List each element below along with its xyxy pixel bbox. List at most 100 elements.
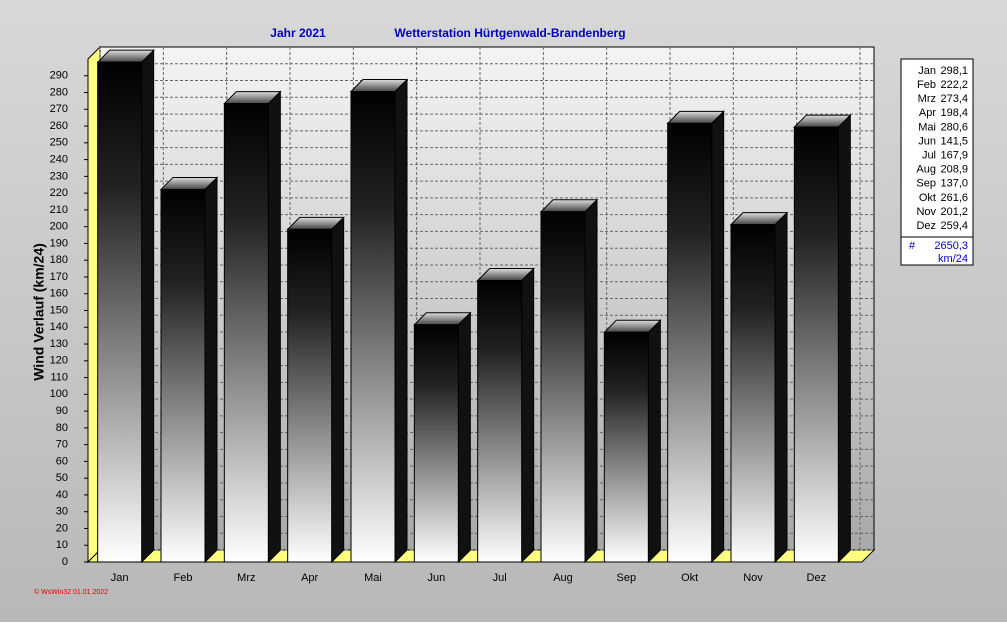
y-tick-label: 40	[56, 489, 68, 501]
plot-area	[84, 45, 876, 564]
bar-side	[647, 319, 661, 564]
bar	[667, 122, 713, 563]
y-tick-label: 80	[56, 422, 68, 434]
y-tick-label: 230	[50, 170, 68, 182]
legend-label: Nov	[916, 206, 936, 218]
y-tick-label: 20	[56, 522, 68, 534]
y-tick-label: 130	[50, 338, 68, 350]
legend-value: 222,2	[940, 79, 968, 91]
bar-side	[837, 113, 851, 564]
legend-label: Jun	[918, 135, 936, 147]
bar-side	[584, 198, 598, 564]
y-tick-label: 60	[56, 455, 68, 467]
total-value: 2650,3	[934, 240, 968, 252]
bar	[350, 91, 396, 563]
y-tick-label: 210	[50, 204, 68, 216]
x-tick-label: Sep	[617, 572, 637, 584]
total-symbol: #	[909, 240, 916, 252]
bar	[730, 224, 776, 563]
legend-label: Sep	[916, 178, 936, 190]
bar-side	[394, 78, 408, 564]
legend-label: Apr	[919, 107, 936, 119]
y-tick-label: 100	[50, 388, 68, 400]
y-tick-label: 120	[50, 355, 68, 367]
bar	[287, 228, 333, 563]
legend-value: 273,4	[940, 93, 968, 105]
legend-box	[900, 58, 974, 266]
footer: © WsWin32 01.01.2022	[34, 588, 108, 596]
x-tick-label: Mrz	[237, 572, 255, 584]
bar-side	[521, 267, 535, 564]
y-tick-label: 250	[50, 137, 68, 149]
x-tick-label: Jul	[493, 572, 507, 584]
bar-side	[204, 176, 218, 564]
x-tick-label: Jan	[111, 572, 129, 584]
bar-side	[774, 211, 788, 564]
x-tick-label: Apr	[301, 572, 318, 584]
y-tick-label: 50	[56, 472, 68, 484]
legend-value: 259,4	[940, 220, 968, 232]
x-tick-label: Dez	[807, 572, 827, 584]
bar	[603, 331, 649, 563]
y-tick-label: 260	[50, 120, 68, 132]
legend-label: Feb	[917, 79, 936, 91]
bar	[793, 126, 839, 563]
legend-value: 201,2	[940, 206, 968, 218]
y-tick-label: 70	[56, 439, 68, 451]
chart-title: Jahr 2021	[270, 26, 326, 40]
y-tick-label: 10	[56, 539, 68, 551]
y-tick-label: 30	[56, 506, 68, 518]
y-tick-label: 0	[62, 556, 68, 568]
bar-side	[457, 311, 471, 564]
y-tick-label: 110	[50, 371, 68, 383]
x-tick-label: Aug	[553, 572, 573, 584]
legend-value: 261,6	[940, 192, 968, 204]
bar	[477, 279, 523, 563]
legend-label: Okt	[919, 192, 936, 204]
y-tick-label: 160	[50, 288, 68, 300]
x-tick-label: Nov	[743, 572, 763, 584]
legend-label: Aug	[916, 164, 936, 176]
legend-label: Jul	[922, 150, 936, 162]
legend-label: Mai	[918, 121, 936, 133]
y-tick-label: 280	[50, 86, 68, 98]
legend-label: Mrz	[918, 93, 936, 105]
legend-value: 280,6	[940, 121, 968, 133]
bar-side	[267, 90, 281, 564]
legend-label: Jan	[918, 65, 936, 77]
bar	[413, 324, 459, 563]
chart-subtitle: Wetterstation Hürtgenwald-Brandenberg	[394, 26, 625, 40]
y-tick-label: 150	[50, 304, 68, 316]
y-tick-label: 190	[50, 237, 68, 249]
legend-value: 198,4	[940, 107, 968, 119]
legend-value: 167,9	[940, 150, 968, 162]
x-tick-label: Okt	[681, 572, 698, 584]
y-tick-label: 220	[50, 187, 68, 199]
bar	[540, 211, 586, 563]
bar	[223, 103, 269, 563]
y-tick-label: 170	[50, 271, 68, 283]
y-tick-label: 290	[50, 70, 68, 82]
legend-value: 141,5	[940, 135, 968, 147]
legend-value: 208,9	[940, 164, 968, 176]
legend-label: Dez	[916, 220, 936, 232]
bar	[160, 188, 206, 563]
y-tick-label: 140	[50, 321, 68, 333]
y-tick-label: 240	[50, 154, 68, 166]
y-tick-label: 200	[50, 221, 68, 233]
legend-value: 137,0	[940, 178, 968, 190]
bar-side	[141, 48, 155, 564]
legend-value: 298,1	[940, 65, 968, 77]
bar-side	[711, 110, 725, 564]
x-tick-label: Jun	[427, 572, 445, 584]
y-axis-label: Wind Verlauf (km/24)	[31, 243, 47, 381]
y-tick-label: 180	[50, 254, 68, 266]
bar-side	[331, 216, 345, 564]
y-tick-label: 270	[50, 103, 68, 115]
total-unit: km/24	[938, 253, 968, 265]
y-tick-label: 90	[56, 405, 68, 417]
bar	[97, 61, 143, 563]
x-tick-label: Feb	[174, 572, 193, 584]
